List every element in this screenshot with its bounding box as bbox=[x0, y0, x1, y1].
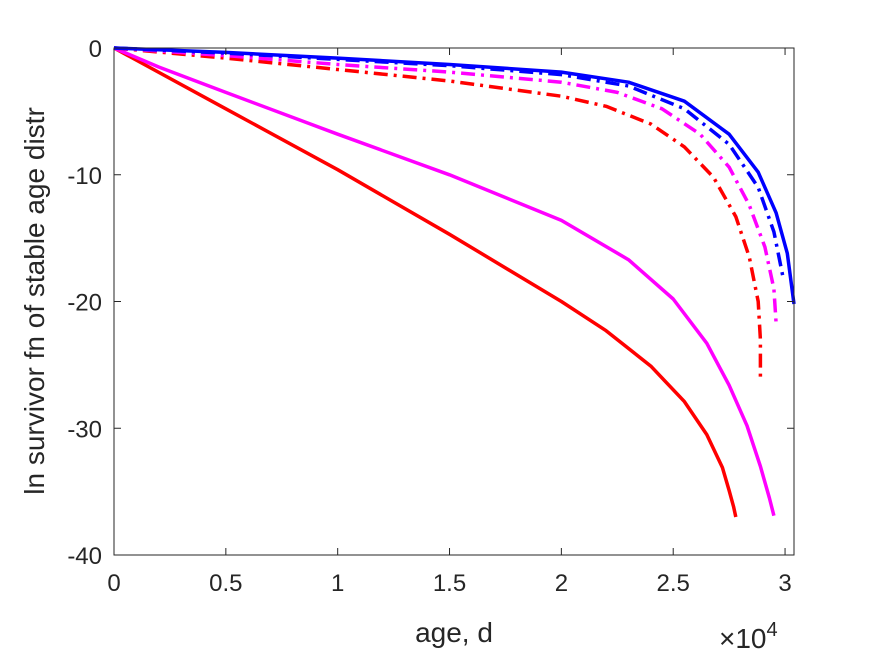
series-line-6 bbox=[113, 46, 796, 305]
x-tick-label: 0.5 bbox=[209, 570, 242, 597]
plot-area bbox=[114, 48, 794, 555]
x-axis-title: age, d bbox=[415, 617, 493, 648]
y-tick-label: 0 bbox=[89, 36, 102, 63]
series-line-3 bbox=[113, 46, 763, 382]
x-tick-label: 2.5 bbox=[657, 570, 690, 597]
x-tick-label: 0 bbox=[107, 570, 120, 597]
y-tick-label: -30 bbox=[67, 416, 102, 443]
x-tick-label: 3 bbox=[778, 570, 791, 597]
series-layer bbox=[113, 46, 796, 518]
x-tick-label: 1 bbox=[331, 570, 344, 597]
series-line-4 bbox=[113, 46, 778, 324]
y-tick-label: -20 bbox=[67, 290, 102, 317]
ticks-layer: 0 0.5 1 1.5 2 2.5 3 0 -10 -20 -30 -40 bbox=[67, 36, 794, 597]
y-tick-label: -10 bbox=[67, 163, 102, 190]
x-tick-label: 2 bbox=[555, 570, 568, 597]
x-exponent-label: ×104 bbox=[719, 619, 778, 654]
x-tick-label: 1.5 bbox=[433, 570, 466, 597]
y-axis-title: ln survivor fn of stable age distr bbox=[19, 107, 50, 495]
x-exponent-power: 4 bbox=[767, 619, 778, 641]
series-line-1 bbox=[113, 46, 738, 518]
y-tick-label: -40 bbox=[67, 543, 102, 570]
series-line-2 bbox=[113, 46, 776, 517]
x-exponent-base: ×10 bbox=[719, 623, 767, 654]
